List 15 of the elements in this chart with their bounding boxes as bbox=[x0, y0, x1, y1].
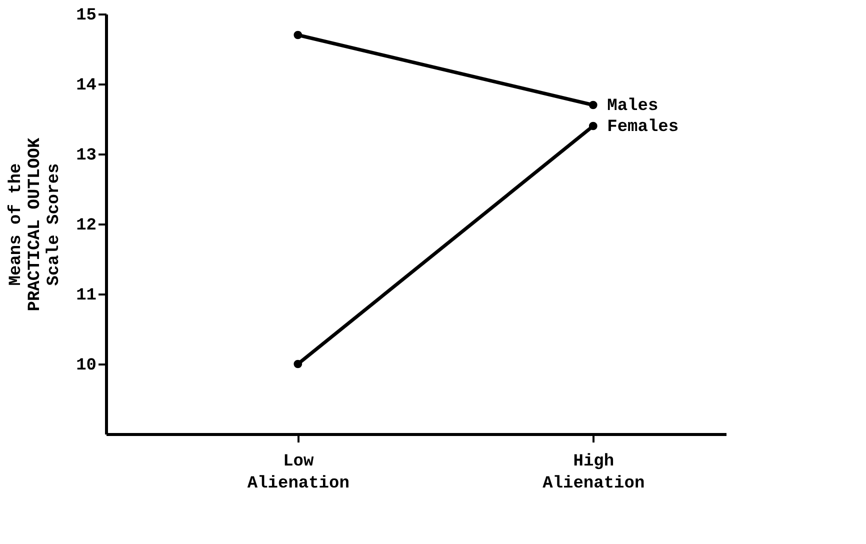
y-tick-label: 14 bbox=[76, 76, 96, 96]
x-tick-label: High Alienation bbox=[542, 452, 645, 494]
y-tick-label: 12 bbox=[76, 216, 96, 236]
y-tick-label: 10 bbox=[76, 356, 96, 376]
y-tick-label: 15 bbox=[76, 6, 96, 26]
y-tick-label: 11 bbox=[76, 286, 96, 306]
point bbox=[294, 30, 302, 40]
point bbox=[588, 100, 598, 110]
point bbox=[294, 360, 302, 368]
y-tick-label: 13 bbox=[76, 146, 96, 166]
series-label: Males bbox=[607, 97, 658, 116]
x-tick-label: Low Alienation bbox=[247, 452, 350, 494]
y-axis-title: Means of the PRACTICAL OUTLOOK Scale Scores bbox=[7, 136, 64, 312]
series-label: Females bbox=[607, 118, 679, 137]
point bbox=[588, 122, 598, 130]
